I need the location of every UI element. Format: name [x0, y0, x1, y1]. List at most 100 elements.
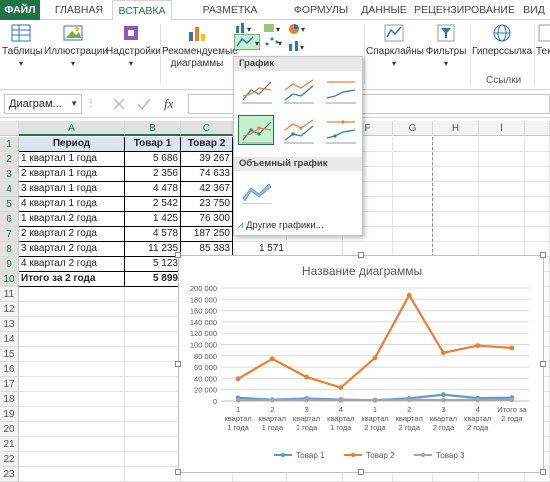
grid-cell[interactable] — [479, 152, 525, 167]
table-period-cell[interactable]: 1 квартал 2 года — [19, 212, 125, 227]
grid-cell[interactable] — [19, 437, 125, 452]
grid-cell[interactable] — [19, 287, 125, 302]
tab-data[interactable]: ДАННЫЕ — [361, 4, 407, 16]
grid-cell[interactable] — [525, 227, 550, 242]
grid-cell[interactable] — [125, 452, 181, 467]
chevron-down-icon[interactable]: ▼ — [70, 99, 78, 108]
grid-cell[interactable] — [525, 167, 550, 182]
enter-icon[interactable] — [137, 98, 151, 111]
insert-function-icon[interactable]: fx — [164, 96, 174, 111]
grid-cell[interactable] — [125, 422, 181, 437]
table-period-cell[interactable]: 1 квартал 1 года — [19, 152, 125, 167]
cancel-icon[interactable] — [113, 98, 125, 110]
column-header-c[interactable]: C — [181, 121, 233, 136]
table-value-cell[interactable]: 4 478 — [125, 182, 181, 197]
table-period-cell[interactable]: 3 квартал 1 года — [19, 182, 125, 197]
row-header[interactable]: 9 — [0, 257, 19, 272]
table-value-cell[interactable]: 5 899 — [125, 272, 181, 287]
column-header-h[interactable]: H — [433, 121, 479, 136]
table-value-cell[interactable]: 1 425 — [125, 212, 181, 227]
row-header[interactable]: 2 — [0, 152, 19, 167]
table-value-cell[interactable]: 76 300 — [181, 212, 233, 227]
table-value-cell[interactable]: 23 750 — [181, 197, 233, 212]
table-period-cell[interactable]: 2 квартал 1 года — [19, 167, 125, 182]
grid-cell[interactable] — [433, 167, 479, 182]
row-header[interactable]: 14 — [0, 332, 19, 347]
grid-cell[interactable] — [479, 137, 525, 152]
row-header[interactable]: 15 — [0, 347, 19, 362]
chart-object[interactable]: Название диаграммы 0 20 000 40 000 60 000 80 … — [175, 252, 546, 475]
line-with-markers-option-icon[interactable] — [238, 115, 274, 145]
grid-cell[interactable] — [343, 212, 393, 227]
grid-cell[interactable] — [525, 182, 550, 197]
tab-insert[interactable]: ВСТАВКА — [112, 0, 172, 21]
grid-cell[interactable] — [343, 227, 393, 242]
tab-file[interactable]: ФАЙЛ — [0, 0, 40, 20]
grid-cell[interactable] — [19, 377, 125, 392]
grid-cell[interactable] — [125, 392, 181, 407]
resize-handle[interactable] — [540, 252, 546, 258]
illustrations-button[interactable]: Иллюстрации ▾ — [44, 22, 108, 70]
row-header[interactable]: 22 — [0, 452, 19, 467]
grid-cell[interactable] — [343, 167, 393, 182]
percent-line-option-icon[interactable] — [322, 75, 358, 105]
grid-cell[interactable] — [433, 212, 479, 227]
combo-chart-button-icon[interactable]: ▾ — [286, 38, 308, 52]
grid-cell[interactable] — [525, 197, 550, 212]
table-value-cell[interactable]: 2 542 — [125, 197, 181, 212]
table-value-cell[interactable]: 74 633 — [181, 167, 233, 182]
resize-handle[interactable] — [175, 469, 181, 475]
row-header[interactable]: 1 — [0, 137, 19, 152]
grid-cell[interactable] — [125, 317, 181, 332]
table-value-cell[interactable]: 42 367 — [181, 182, 233, 197]
grid-cell[interactable] — [125, 362, 181, 377]
grid-cell[interactable] — [393, 227, 433, 242]
row-header[interactable]: 21 — [0, 437, 19, 452]
column-chart-button-icon[interactable]: ▾ — [234, 22, 256, 34]
grid-cell[interactable] — [479, 227, 525, 242]
tab-page-layout[interactable]: РАЗМЕТКА СТРАНИЦЫ — [200, 4, 259, 36]
resize-handle[interactable] — [175, 361, 181, 367]
grid-cell[interactable] — [479, 182, 525, 197]
grid-cell[interactable] — [525, 212, 550, 227]
row-header[interactable]: 5 — [0, 197, 19, 212]
grid-cell[interactable] — [125, 287, 181, 302]
table-value-cell[interactable]: 4 578 — [125, 227, 181, 242]
column-header-b[interactable]: B — [125, 121, 181, 136]
row-header[interactable]: 16 — [0, 362, 19, 377]
table-value-cell[interactable]: 187 250 — [181, 227, 233, 242]
grid-cell[interactable] — [433, 152, 479, 167]
tab-home[interactable]: ГЛАВНАЯ — [54, 4, 104, 16]
row-header[interactable]: 23 — [0, 467, 19, 482]
table-period-cell[interactable]: Итого за 2 года — [19, 272, 125, 287]
tab-view[interactable]: ВИД — [523, 4, 545, 16]
resize-handle[interactable] — [358, 469, 364, 475]
grid-cell[interactable] — [343, 152, 393, 167]
column-header-a[interactable]: A — [19, 121, 125, 136]
grid-cell[interactable] — [525, 137, 550, 152]
row-header[interactable]: 11 — [0, 287, 19, 302]
hyperlink-button[interactable]: Гиперссылка — [472, 22, 532, 58]
grid-cell[interactable] — [125, 407, 181, 422]
percent-line-markers-option-icon[interactable] — [322, 115, 358, 145]
row-header[interactable]: 17 — [0, 377, 19, 392]
row-header[interactable]: 13 — [0, 317, 19, 332]
grid-cell[interactable] — [19, 332, 125, 347]
line-chart-option-icon[interactable] — [238, 75, 274, 105]
stacked-line-option-icon[interactable] — [280, 75, 316, 105]
grid-cell[interactable] — [125, 467, 181, 482]
grid-cell[interactable] — [393, 212, 433, 227]
grid-cell[interactable] — [433, 227, 479, 242]
table-period-cell[interactable]: 2 квартал 2 года — [19, 227, 125, 242]
grid-cell[interactable] — [343, 182, 393, 197]
tab-review[interactable]: РЕЦЕНЗИРОВАНИЕ — [414, 4, 515, 16]
filters-button[interactable]: Фильтры ▾ — [424, 22, 468, 70]
resize-handle[interactable] — [540, 361, 546, 367]
grid-cell[interactable] — [19, 422, 125, 437]
table-value-cell[interactable]: 11 235 — [125, 242, 181, 257]
table-value-cell[interactable]: 39 267 — [181, 152, 233, 167]
table-value-cell[interactable]: 5 686 — [125, 152, 181, 167]
table-period-cell[interactable]: 3 квартал 2 года — [19, 242, 125, 257]
grid-cell[interactable] — [343, 197, 393, 212]
column-header-g[interactable]: G — [393, 121, 433, 136]
